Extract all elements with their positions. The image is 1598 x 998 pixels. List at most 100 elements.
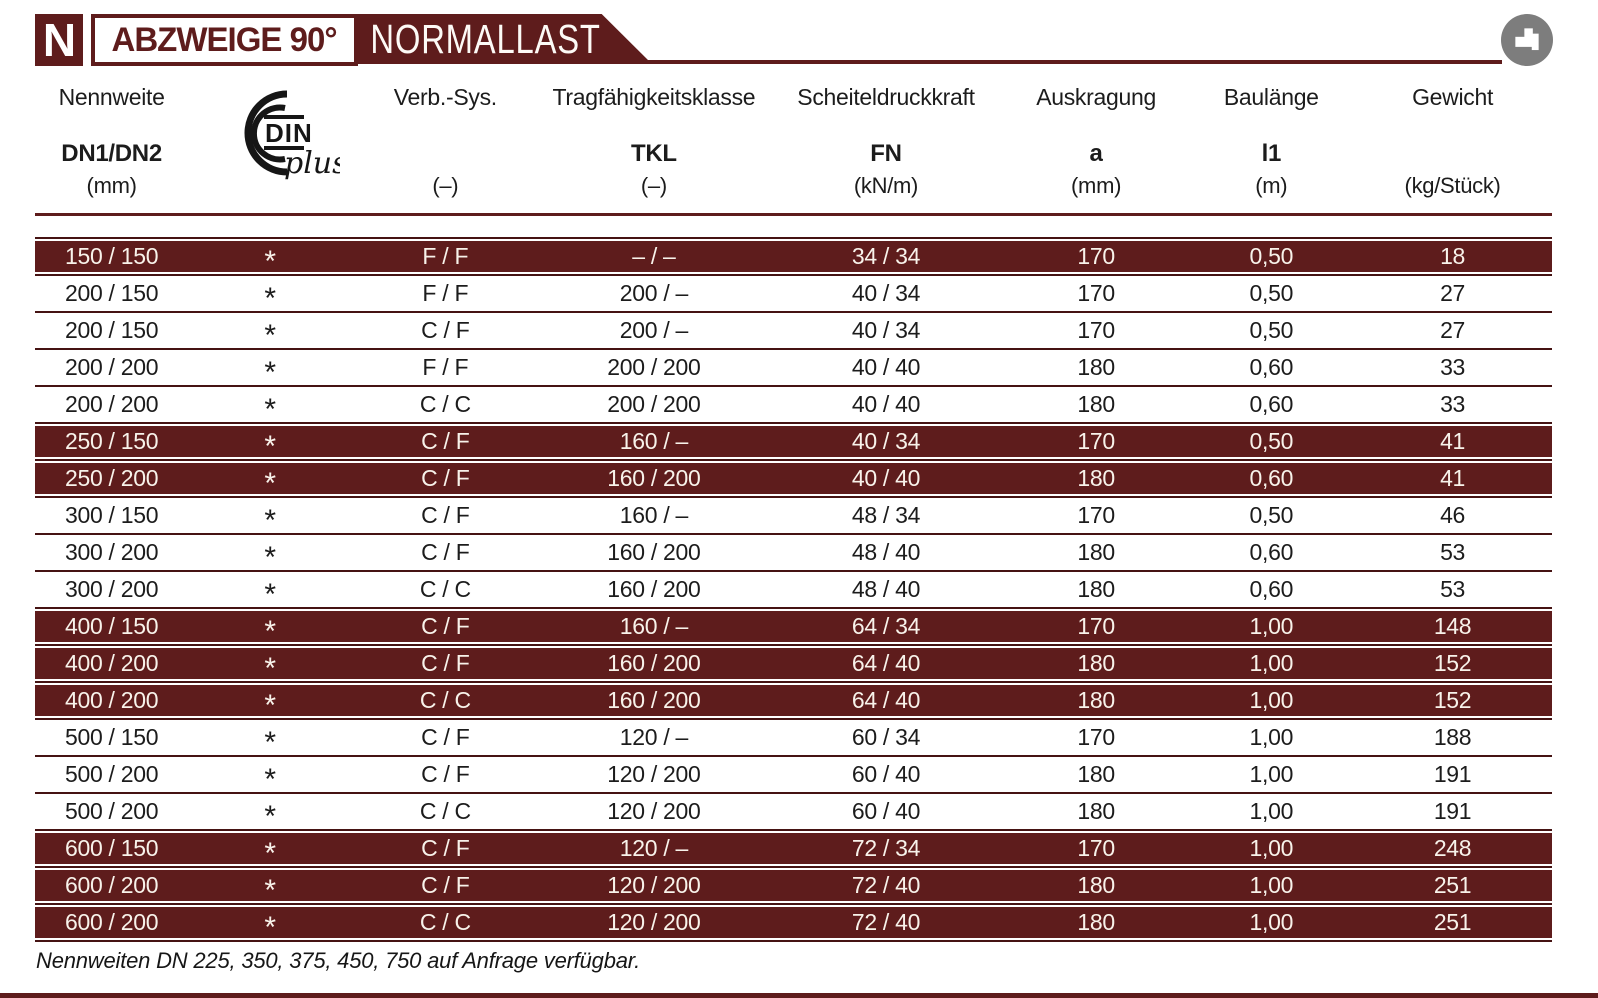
cell-scheiteldruckkraft: 64 / 40 <box>851 687 921 713</box>
din-plus-marker: * <box>264 763 276 796</box>
cell-tragfaehigkeitsklasse: 120 / 200 <box>607 909 701 935</box>
cell-scheiteldruckkraft: 40 / 34 <box>851 317 921 343</box>
cell-nennweite: 300 / 150 <box>64 502 159 528</box>
column-gewicht: Gewicht (kg/Stück) <box>1404 84 1501 198</box>
cell-verbindungssystem: C / C <box>419 798 471 824</box>
table-row: 200 / 200 * C / C 200 / 200 40 / 40 180 … <box>35 387 1552 426</box>
cell-tragfaehigkeitsklasse: 160 / 200 <box>607 539 701 565</box>
din-plus-marker: * <box>264 541 276 574</box>
cell-gewicht: 148 <box>1433 613 1472 639</box>
cell-baulaenge: 1,00 <box>1249 724 1294 750</box>
cell-verbindungssystem: C / C <box>419 391 471 417</box>
cell-nennweite: 200 / 150 <box>64 280 159 306</box>
cell-gewicht: 33 <box>1440 354 1466 380</box>
cell-gewicht: 46 <box>1440 502 1466 528</box>
cell-baulaenge: 0,60 <box>1249 576 1294 602</box>
cell-tragfaehigkeitsklasse: 160 / – <box>619 613 689 639</box>
cell-verbindungssystem: C / F <box>421 761 470 787</box>
cell-auskragung: 170 <box>1077 502 1115 528</box>
din-plus-marker: * <box>264 911 276 944</box>
cell-baulaenge: 0,60 <box>1249 539 1294 565</box>
cell-scheiteldruckkraft: 64 / 34 <box>851 613 921 639</box>
din-plus-logo: DIN plus <box>244 90 340 181</box>
cell-gewicht: 18 <box>1440 243 1466 269</box>
cell-scheiteldruckkraft: 72 / 40 <box>851 909 921 935</box>
din-plus-marker: * <box>264 319 276 352</box>
cell-auskragung: 180 <box>1077 650 1115 676</box>
cell-tragfaehigkeitsklasse: 160 / 200 <box>607 650 701 676</box>
cell-tragfaehigkeitsklasse: 160 / – <box>619 502 689 528</box>
cell-tragfaehigkeitsklasse: 200 / – <box>619 280 689 306</box>
section-letter-badge: N <box>35 14 83 66</box>
cell-nennweite: 600 / 150 <box>64 835 159 861</box>
cell-scheiteldruckkraft: 48 / 34 <box>851 502 921 528</box>
load-class-banner: NORMALLAST <box>356 14 652 64</box>
cell-nennweite: 600 / 200 <box>64 872 159 898</box>
cell-baulaenge: 0,50 <box>1249 280 1294 306</box>
cell-scheiteldruckkraft: 40 / 34 <box>851 280 921 306</box>
cell-auskragung: 170 <box>1077 428 1115 454</box>
table-row: 600 / 200 * C / F 120 / 200 72 / 40 180 … <box>35 868 1552 907</box>
table-body: 150 / 150 * F / F – / – 34 / 34 170 0,50… <box>35 237 1552 944</box>
din-plus-marker: * <box>264 282 276 315</box>
cell-baulaenge: 0,60 <box>1249 391 1294 417</box>
table-row: 600 / 200 * C / C 120 / 200 72 / 40 180 … <box>35 905 1552 944</box>
cell-verbindungssystem: C / C <box>419 909 471 935</box>
cell-auskragung: 170 <box>1077 724 1115 750</box>
cell-verbindungssystem: C / F <box>421 465 470 491</box>
cell-verbindungssystem: C / F <box>421 502 470 528</box>
table-row: 300 / 150 * C / F 160 / – 48 / 34 170 0,… <box>35 498 1552 537</box>
cell-verbindungssystem: C / C <box>419 576 471 602</box>
cell-auskragung: 180 <box>1077 539 1115 565</box>
cell-tragfaehigkeitsklasse: 120 / – <box>619 724 689 750</box>
cell-auskragung: 180 <box>1077 576 1115 602</box>
din-plus-marker: * <box>264 578 276 611</box>
cell-baulaenge: 0,50 <box>1249 317 1294 343</box>
table-row: 300 / 200 * C / F 160 / 200 48 / 40 180 … <box>35 535 1552 574</box>
cell-auskragung: 180 <box>1077 391 1115 417</box>
cell-gewicht: 152 <box>1433 687 1472 713</box>
column-nennweite: Nennweite DN1/DN2 (mm) <box>58 84 165 198</box>
column-verbindungssystem: Verb.-Sys. (–) <box>393 84 497 198</box>
cell-baulaenge: 1,00 <box>1249 687 1294 713</box>
cell-tragfaehigkeitsklasse: – / – <box>632 243 676 269</box>
cell-scheiteldruckkraft: 60 / 40 <box>851 761 921 787</box>
cell-tragfaehigkeitsklasse: 120 / 200 <box>607 761 701 787</box>
cell-gewicht: 191 <box>1433 761 1472 787</box>
cell-auskragung: 180 <box>1077 909 1115 935</box>
table-row: 400 / 200 * C / C 160 / 200 64 / 40 180 … <box>35 683 1552 722</box>
cell-nennweite: 300 / 200 <box>64 576 159 602</box>
cell-nennweite: 250 / 200 <box>64 465 159 491</box>
cell-baulaenge: 0,60 <box>1249 354 1294 380</box>
cell-tragfaehigkeitsklasse: 200 / 200 <box>607 354 701 380</box>
cell-auskragung: 170 <box>1077 613 1115 639</box>
column-scheiteldruckkraft: Scheiteldruckkraft FN (kN/m) <box>797 84 975 198</box>
cell-baulaenge: 1,00 <box>1249 872 1294 898</box>
table-header: Nennweite DN1/DN2 (mm) Verb.-Sys. (–) Tr… <box>35 84 1552 203</box>
cell-baulaenge: 0,50 <box>1249 428 1294 454</box>
table-row: 500 / 150 * C / F 120 / – 60 / 34 170 1,… <box>35 720 1552 759</box>
table-row: 500 / 200 * C / F 120 / 200 60 / 40 180 … <box>35 757 1552 796</box>
din-plus-marker: * <box>264 504 276 537</box>
cell-verbindungssystem: F / F <box>422 280 469 306</box>
table-row: 400 / 200 * C / F 160 / 200 64 / 40 180 … <box>35 646 1552 685</box>
cell-scheiteldruckkraft: 40 / 40 <box>851 391 921 417</box>
cell-nennweite: 500 / 150 <box>64 724 159 750</box>
table-row: 300 / 200 * C / C 160 / 200 48 / 40 180 … <box>35 572 1552 611</box>
column-tragfaehigkeitsklasse: Tragfähigkeitsklasse TKL (–) <box>552 84 756 198</box>
cell-tragfaehigkeitsklasse: 120 / – <box>619 835 689 861</box>
cell-auskragung: 180 <box>1077 798 1115 824</box>
cell-baulaenge: 1,00 <box>1249 761 1294 787</box>
table-header-rule <box>35 213 1552 216</box>
cell-baulaenge: 1,00 <box>1249 798 1294 824</box>
cell-scheiteldruckkraft: 40 / 40 <box>851 465 921 491</box>
cell-verbindungssystem: C / F <box>421 872 470 898</box>
cell-gewicht: 248 <box>1433 835 1472 861</box>
cell-tragfaehigkeitsklasse: 120 / 200 <box>607 872 701 898</box>
cell-gewicht: 27 <box>1440 280 1466 306</box>
cell-baulaenge: 0,50 <box>1249 502 1294 528</box>
cell-verbindungssystem: C / F <box>421 835 470 861</box>
cell-auskragung: 170 <box>1077 243 1115 269</box>
din-plus-marker: * <box>264 430 276 463</box>
